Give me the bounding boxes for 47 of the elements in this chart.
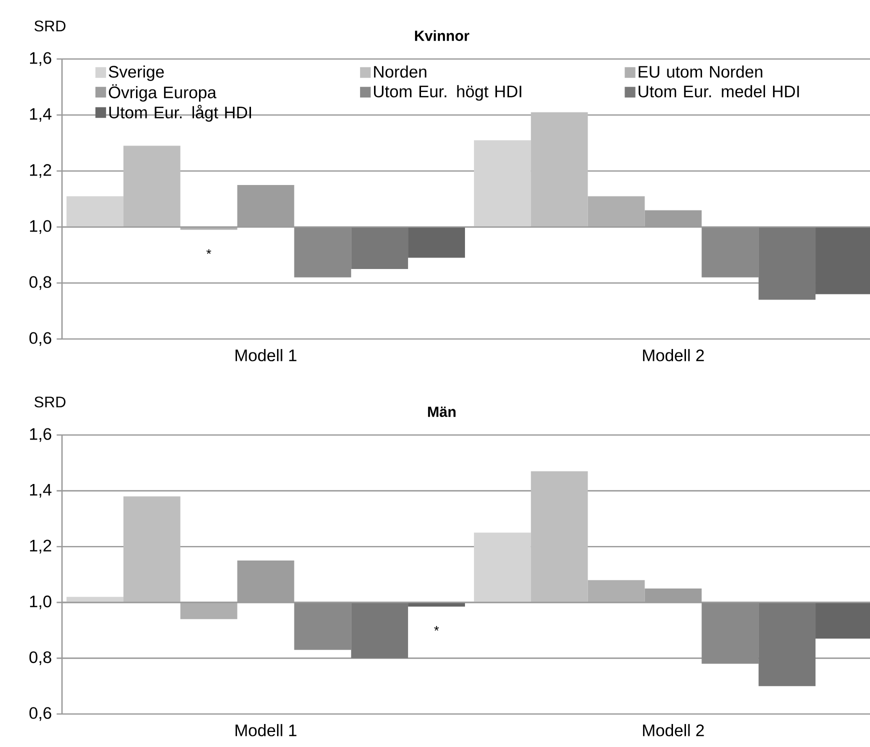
y-tick-label: 1,0 bbox=[30, 220, 52, 234]
y-tick-label: 1,4 bbox=[30, 484, 52, 498]
x-tick-label: Modell 1 bbox=[236, 724, 296, 736]
legend-label: Utom Eur. högt HDI bbox=[374, 85, 522, 101]
annotation: * bbox=[206, 249, 212, 254]
y-tick-label: 1,0 bbox=[30, 596, 52, 610]
bar bbox=[474, 140, 531, 228]
bar bbox=[702, 602, 759, 664]
y-tick-label: 0,6 bbox=[29, 332, 52, 346]
bar bbox=[294, 227, 352, 278]
legend-label: EU utom Norden bbox=[638, 65, 762, 78]
legend-label: Övriga Europa bbox=[108, 84, 216, 102]
chart-title: Män bbox=[428, 406, 456, 417]
y-tick-label: 1,4 bbox=[30, 108, 52, 122]
bar bbox=[530, 112, 588, 228]
bar bbox=[530, 471, 588, 602]
x-tick-label: Modell 1 bbox=[236, 349, 296, 362]
bar bbox=[351, 227, 408, 270]
legend-label: Norden bbox=[374, 65, 426, 78]
bar bbox=[180, 602, 238, 620]
legend-label: Utom Eur. medel HDI bbox=[638, 85, 799, 98]
bar bbox=[351, 602, 408, 658]
legend-label: Utom Eur. lågt HDI bbox=[109, 104, 251, 122]
bar bbox=[66, 196, 124, 228]
y-tick-label: 1,6 bbox=[30, 52, 52, 66]
y-tick-label: 1,6 bbox=[30, 428, 52, 442]
bar bbox=[294, 602, 352, 650]
bar bbox=[588, 196, 645, 228]
y-tick-label: 0,6 bbox=[29, 707, 52, 721]
y-axis-title: SRD bbox=[34, 20, 66, 32]
bar bbox=[758, 602, 816, 686]
x-tick-label: Modell 2 bbox=[643, 724, 704, 736]
annotation: * bbox=[434, 626, 439, 631]
bar bbox=[588, 580, 645, 602]
x-tick-label: Modell 2 bbox=[643, 349, 704, 362]
bar bbox=[123, 496, 180, 602]
y-tick-label: 0,8 bbox=[29, 651, 52, 666]
y-tick-label: 0,8 bbox=[29, 276, 52, 290]
bar bbox=[474, 532, 531, 602]
bar bbox=[408, 227, 465, 258]
chart-title: Kvinnor bbox=[415, 30, 470, 41]
y-axis-title: SRD bbox=[34, 396, 66, 408]
bar bbox=[702, 227, 759, 278]
legend-label: Sverige bbox=[108, 65, 164, 81]
y-tick-label: 1,2 bbox=[30, 540, 52, 554]
y-tick-label: 1,2 bbox=[30, 164, 52, 178]
bar bbox=[123, 146, 180, 228]
